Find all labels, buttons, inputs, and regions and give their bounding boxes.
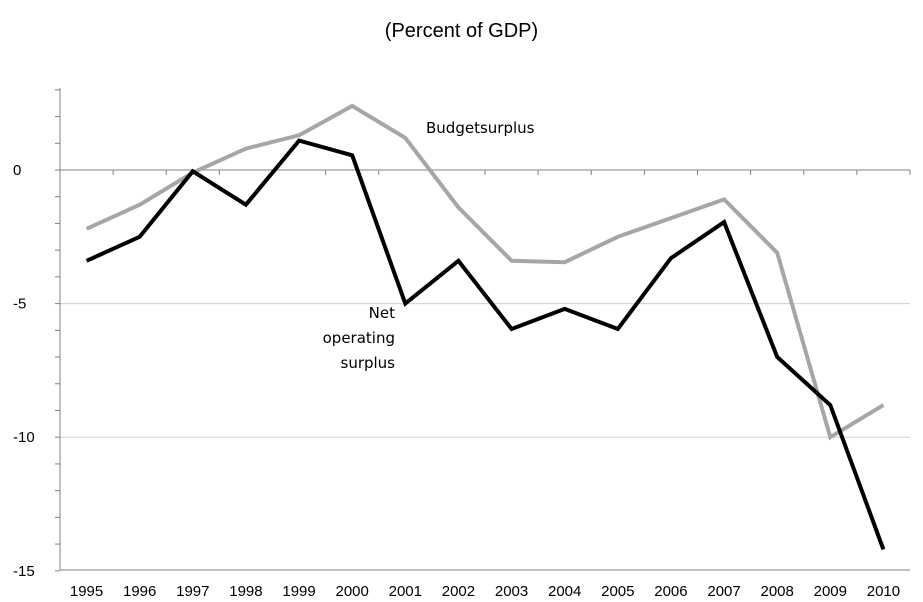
x-tick-label: 2007 — [707, 583, 740, 600]
x-tick-label: 2002 — [442, 583, 475, 600]
y-tick-label: 0 — [13, 162, 21, 179]
x-tick-label: 2008 — [761, 583, 794, 600]
tick-labels: 0 -5 -10 -15 1995 1996 1997 1998 1999 2000 2001 200… — [13, 162, 900, 600]
y-tick-label: -15 — [13, 563, 35, 580]
x-tick-label: 2001 — [389, 583, 422, 600]
x-tick-label: 2000 — [336, 583, 369, 600]
series-lines — [85, 103, 886, 551]
chart-title: (Percent of GDP) — [384, 20, 539, 42]
net-operating-surplus-label: Net — [369, 304, 395, 322]
x-tick-label: 1995 — [70, 583, 103, 600]
x-tick-label: 1998 — [229, 583, 262, 600]
budget-surplus-label: Budgetsurplus — [426, 119, 535, 137]
y-tick-label: -5 — [13, 296, 26, 313]
x-tick-label: 1999 — [282, 583, 315, 600]
x-tick-label: 2004 — [548, 583, 581, 600]
x-tick-label: 2009 — [814, 583, 847, 600]
series-annotations: Budgetsurplus Net operating surplus — [323, 119, 535, 372]
x-tick-label: 2006 — [654, 583, 687, 600]
budget-surplus-line — [85, 103, 885, 441]
net-operating-surplus-label: surplus — [341, 354, 396, 372]
axes — [55, 88, 911, 572]
x-tick-label: 2003 — [495, 583, 528, 600]
x-tick-label: 2005 — [601, 583, 634, 600]
net-operating-surplus-line — [85, 138, 886, 551]
net-operating-surplus-label: operating — [323, 329, 395, 347]
x-tick-label: 2010 — [867, 583, 900, 600]
y-tick-label: -10 — [13, 429, 35, 446]
gridlines — [60, 303, 910, 438]
x-tick-label: 1996 — [123, 583, 156, 600]
x-tick-label: 1997 — [176, 583, 209, 600]
